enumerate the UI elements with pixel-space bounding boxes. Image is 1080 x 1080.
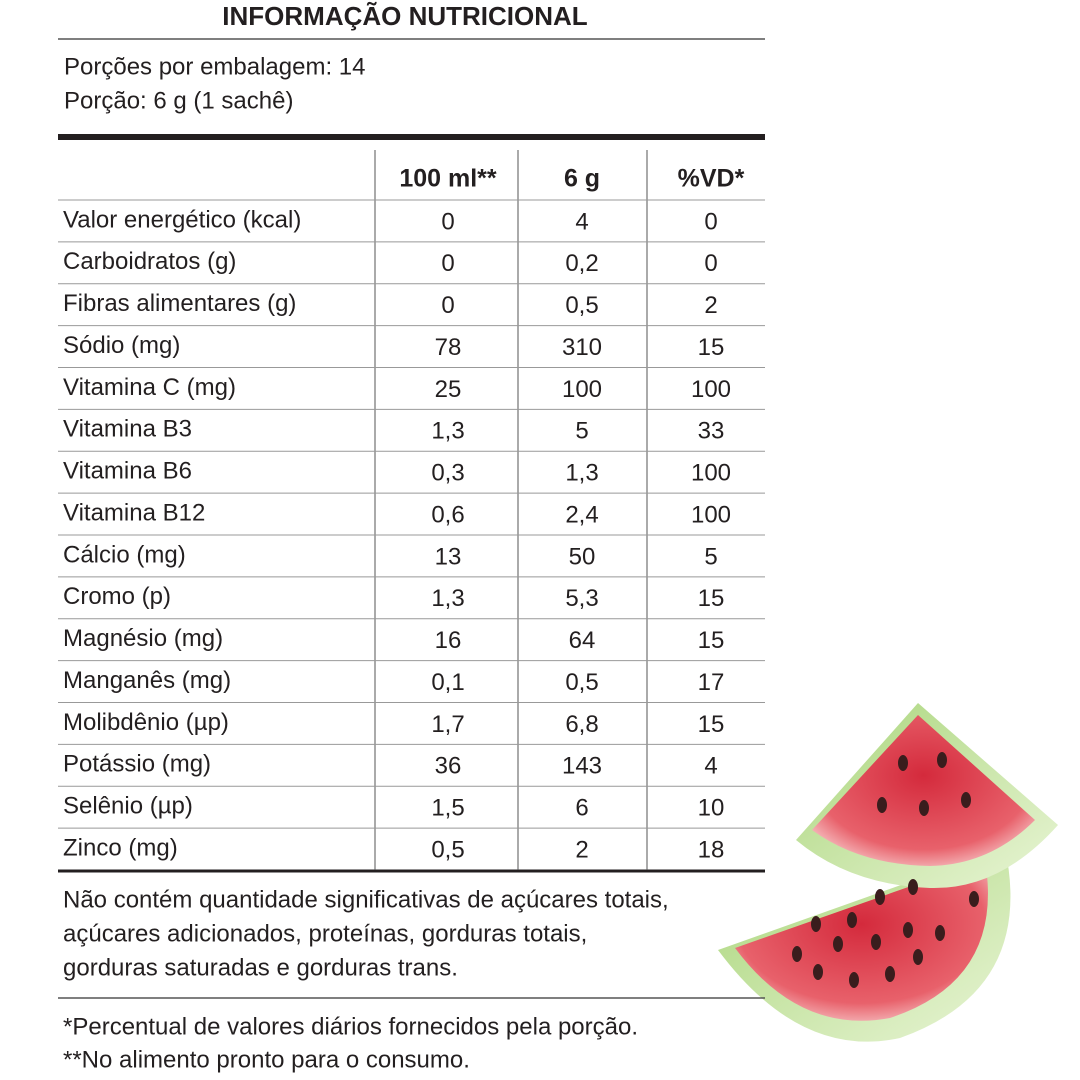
nutrient-value: 100	[691, 376, 731, 403]
nutrient-name: Cromo (p)	[63, 583, 171, 610]
nutrient-value: 10	[698, 795, 725, 822]
nutrient-value: 64	[569, 627, 596, 654]
nutrient-value: 1,7	[431, 711, 464, 738]
serving-info: Porção: 6 g (1 sachê)	[64, 87, 293, 114]
nutrient-value: 4	[704, 753, 717, 780]
nutrient-value: 1,3	[565, 460, 598, 487]
nutrient-name: Zinco (mg)	[63, 834, 178, 861]
nutrient-name: Valor energético (kcal)	[63, 206, 301, 233]
column-header: 6 g	[564, 165, 600, 193]
nutrient-value: 0	[441, 292, 454, 319]
nutrient-value: 0,1	[431, 669, 464, 696]
nutrient-value: 15	[698, 334, 725, 361]
nutrient-value: 100	[691, 501, 731, 528]
nutrient-value: 1,3	[431, 418, 464, 445]
nutrient-value: 6,8	[565, 711, 598, 738]
nutrient-name: Vitamina B3	[63, 416, 192, 443]
nutrient-value: 0,5	[431, 836, 464, 863]
note-text: gorduras saturadas e gorduras trans.	[63, 954, 458, 981]
nutrient-value: 0,3	[431, 460, 464, 487]
nutrient-name: Vitamina B12	[63, 499, 205, 526]
nutrient-value: 50	[569, 543, 596, 570]
nutrient-value: 17	[698, 669, 725, 696]
nutrient-value: 0,5	[565, 669, 598, 696]
nutrient-value: 5	[575, 418, 588, 445]
note-text: Não contém quantidade significativas de …	[63, 886, 669, 913]
nutrient-value: 0	[704, 250, 717, 277]
watermelon-illustration	[718, 703, 1058, 1042]
nutrient-value: 5	[704, 543, 717, 570]
nutrient-name: Vitamina B6	[63, 458, 192, 485]
nutrient-value: 15	[698, 627, 725, 654]
nutrient-name: Sódio (mg)	[63, 332, 180, 359]
nutrient-value: 2	[575, 836, 588, 863]
nutrient-value: 16	[435, 627, 462, 654]
nutrient-value: 0	[441, 250, 454, 277]
note-text: açúcares adicionados, proteínas, gordura…	[63, 920, 587, 947]
column-header: 100 ml**	[399, 165, 497, 193]
nutrient-name: Carboidratos (g)	[63, 248, 236, 275]
nutrient-value: 33	[698, 418, 725, 445]
nutrient-value: 1,5	[431, 795, 464, 822]
nutrient-value: 310	[562, 334, 602, 361]
nutrient-name: Potássio (mg)	[63, 751, 211, 778]
nutrient-value: 78	[435, 334, 462, 361]
nutrient-value: 0,6	[431, 501, 464, 528]
footnote: **No alimento pronto para o consumo.	[63, 1046, 470, 1073]
column-header: %VD*	[678, 165, 745, 193]
title: INFORMAÇÃO NUTRICIONAL	[222, 1, 588, 31]
nutrient-value: 15	[698, 711, 725, 738]
nutrient-name: Manganês (mg)	[63, 667, 231, 694]
nutrient-name: Molibdênio (µp)	[63, 709, 229, 736]
nutrient-value: 25	[435, 376, 462, 403]
footnote: *Percentual de valores diários fornecido…	[63, 1013, 638, 1040]
nutrient-value: 0,2	[565, 250, 598, 277]
nutrient-name: Fibras alimentares (g)	[63, 290, 296, 317]
nutrient-value: 0	[704, 208, 717, 235]
nutrient-value: 4	[575, 208, 588, 235]
nutrient-value: 13	[435, 543, 462, 570]
nutrient-name: Magnésio (mg)	[63, 625, 223, 652]
nutrient-value: 6	[575, 795, 588, 822]
nutrient-value: 143	[562, 753, 602, 780]
nutrient-name: Vitamina C (mg)	[63, 374, 236, 401]
nutrient-name: Selênio (µp)	[63, 793, 193, 820]
nutrient-name: Cálcio (mg)	[63, 541, 186, 568]
nutrient-value: 100	[691, 460, 731, 487]
serving-info: Porções por embalagem: 14	[64, 53, 366, 80]
nutrient-value: 18	[698, 836, 725, 863]
nutrient-value: 2	[704, 292, 717, 319]
nutrient-value: 100	[562, 376, 602, 403]
nutrient-value: 36	[435, 753, 462, 780]
nutrient-value: 0,5	[565, 292, 598, 319]
nutrient-value: 0	[441, 208, 454, 235]
nutrient-value: 1,3	[431, 585, 464, 612]
nutrient-value: 2,4	[565, 501, 598, 528]
nutrient-value: 5,3	[565, 585, 598, 612]
nutrient-value: 15	[698, 585, 725, 612]
